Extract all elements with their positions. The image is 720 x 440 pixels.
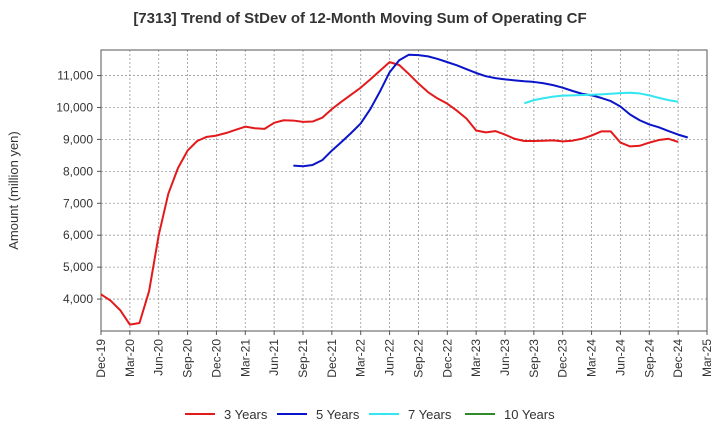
x-tick-label: Dec-20 [209,339,223,378]
legend-label: 5 Years [316,407,360,422]
grid-lines [101,50,707,331]
x-axis-ticks: Dec-19 Mar-20 Jun-20 Sep-20 Dec-20 Mar-21 Jun-… [94,331,714,378]
plot-frame [100,49,708,332]
x-tick-label: Sep-20 [181,339,195,378]
y-axis-ticks: 4,000 5,000 6,000 7,000 8,000 9,000 10,000 11,0… [56,69,101,306]
x-tick-label: Mar-23 [469,339,483,377]
x-tick-label: Dec-24 [671,339,685,378]
legend-label: 3 Years [224,407,268,422]
x-tick-label: Mar-25 [700,339,714,377]
y-tick-label: 5,000 [63,260,93,274]
x-tick-label: Dec-21 [325,339,339,378]
y-tick-label: 8,000 [63,164,93,178]
y-tick-label: 4,000 [63,292,93,306]
x-tick-label: Mar-20 [123,339,137,377]
legend-label: 10 Years [504,407,555,422]
x-tick-label: Sep-24 [642,339,656,378]
y-tick-label: 7,000 [63,196,93,210]
x-tick-label: Sep-21 [296,339,310,378]
y-tick-label: 9,000 [63,132,93,146]
chart-title: [7313] Trend of StDev of 12-Month Moving… [133,10,587,27]
y-axis-label: Amount (million yen) [6,131,21,250]
x-tick-label: Mar-21 [238,339,252,377]
x-tick-label: Jun-22 [383,339,397,376]
x-tick-label: Mar-22 [354,339,368,377]
y-tick-label: 6,000 [63,228,93,242]
legend-label: 7 Years [408,407,452,422]
y-tick-label: 11,000 [57,69,93,83]
series-line-7-years [523,91,679,105]
x-tick-label: Jun-21 [267,339,281,376]
x-tick-label: Dec-19 [94,339,108,378]
x-tick-label: Mar-24 [585,339,599,377]
x-tick-label: Sep-22 [411,339,425,378]
series-line-3-years [100,61,679,326]
series-line-5-years [293,53,689,168]
x-tick-label: Jun-20 [152,339,166,376]
x-tick-label: Jun-23 [498,339,512,376]
legend: 3 Years 5 Years 7 Years 10 Years [185,407,555,422]
x-tick-label: Dec-23 [556,339,570,378]
x-tick-label: Jun-24 [613,339,627,376]
x-tick-label: Dec-22 [440,339,454,378]
x-tick-label: Sep-23 [527,339,541,378]
series-lines [100,53,689,326]
y-tick-label: 10,000 [56,100,93,114]
